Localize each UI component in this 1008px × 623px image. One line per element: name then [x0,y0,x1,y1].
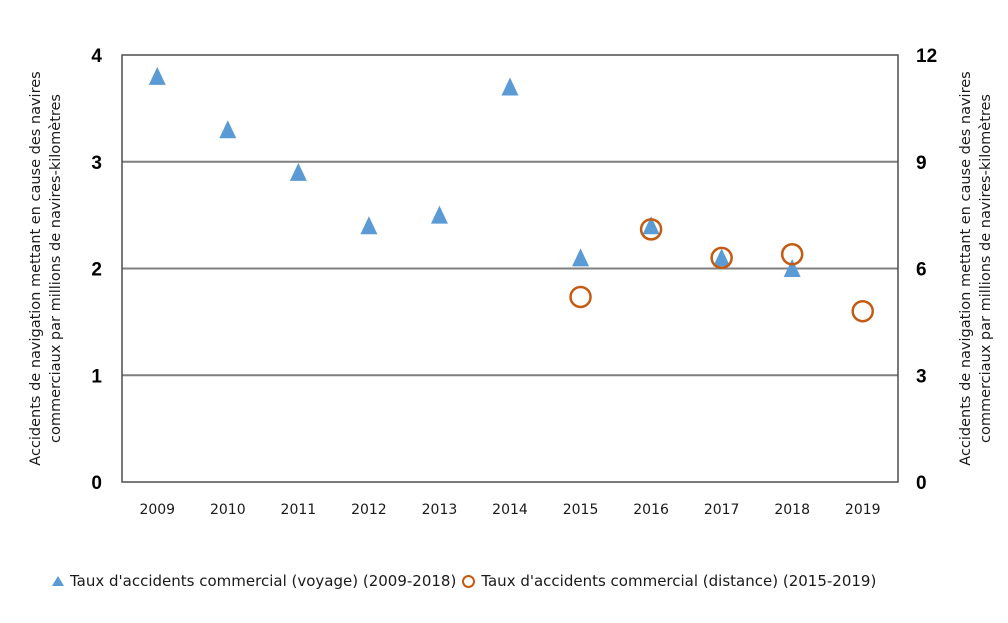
legend-label-voyage: Taux d'accidents commercial (voyage) (20… [70,572,457,590]
right-y-tick-label: 3 [916,366,927,387]
triangle-marker-icon [52,576,64,586]
legend-item-distance: Taux d'accidents commercial (distance) (… [462,572,876,590]
left-y-tick-label: 4 [91,46,102,67]
x-tick-label: 2013 [422,502,458,518]
axis-title-line: commerciaux par millions de navires-kilo… [48,94,64,443]
right-y-tick-label: 6 [916,260,927,281]
data-point-triangle [289,162,307,181]
x-axis-ticks: 2009 2010 2011 2012 2013 2014 2015 2016 2017 2018… [139,502,880,518]
plot-area-frame [121,54,899,483]
data-point-triangle [642,216,660,235]
circle-marker-icon [462,574,476,588]
axis-title-line: Accidents de navigation mettant en cause… [958,71,974,465]
left-y-tick-label: 0 [91,473,102,494]
legend-item-voyage: Taux d'accidents commercial (voyage) (20… [52,572,456,590]
right-y-tick-label: 0 [916,473,927,494]
data-point-triangle [572,248,590,267]
x-tick-label: 2016 [633,502,669,518]
axis-title-line: commerciaux par millions de navires-kilo… [978,94,994,443]
legend-label-distance: Taux d'accidents commercial (distance) (… [481,572,877,590]
data-point-triangle [501,77,519,96]
right-y-tick-label: 12 [916,46,937,67]
x-tick-label: 2018 [774,502,810,518]
gridlines [122,160,898,377]
data-point-triangle [219,120,237,139]
data-point-circle [639,218,663,241]
x-tick-label: 2014 [492,502,528,518]
data-point-triangle [783,259,801,277]
left-y-tick-label: 3 [91,153,102,174]
legend: Taux d'accidents commercial (voyage) (20… [52,572,876,590]
right-y-tick-label: 9 [916,153,927,174]
x-tick-label: 2017 [704,502,740,518]
left-y-tick-label: 2 [91,260,102,281]
data-point-triangle [360,216,378,235]
series-1 [148,66,801,277]
x-tick-label: 2009 [139,502,175,518]
left-y-tick-label: 1 [91,366,102,387]
x-tick-label: 2011 [281,502,317,518]
x-tick-label: 2010 [210,502,246,518]
series-2 [569,218,874,323]
left-y-axis-title-text: Accidents de navigation mettant en cause… [28,71,64,465]
axis-title-line: Accidents de navigation mettant en cause… [28,71,44,465]
right-y-axis-title-text: Accidents de navigation mettant en cause… [958,71,994,465]
data-point-circle [780,243,804,266]
right-y-axis-title: Accidents de navigation mettant en cause… [958,71,994,465]
data-point-triangle [430,205,448,224]
data-point-circle [851,299,874,323]
right-y-axis-ticks: 0 3 6 9 12 [916,46,937,494]
x-tick-label: 2015 [563,502,599,518]
left-y-axis-title: Accidents de navigation mettant en cause… [28,71,64,465]
data-point-triangle [148,66,166,85]
data-point-circle [710,246,733,270]
left-y-axis-ticks: 0 1 2 3 4 [91,46,102,494]
data-point-circle [569,285,592,309]
x-tick-label: 2019 [845,502,881,518]
series-layer [148,66,874,323]
data-point-triangle [713,248,731,267]
x-tick-label: 2012 [351,502,387,518]
